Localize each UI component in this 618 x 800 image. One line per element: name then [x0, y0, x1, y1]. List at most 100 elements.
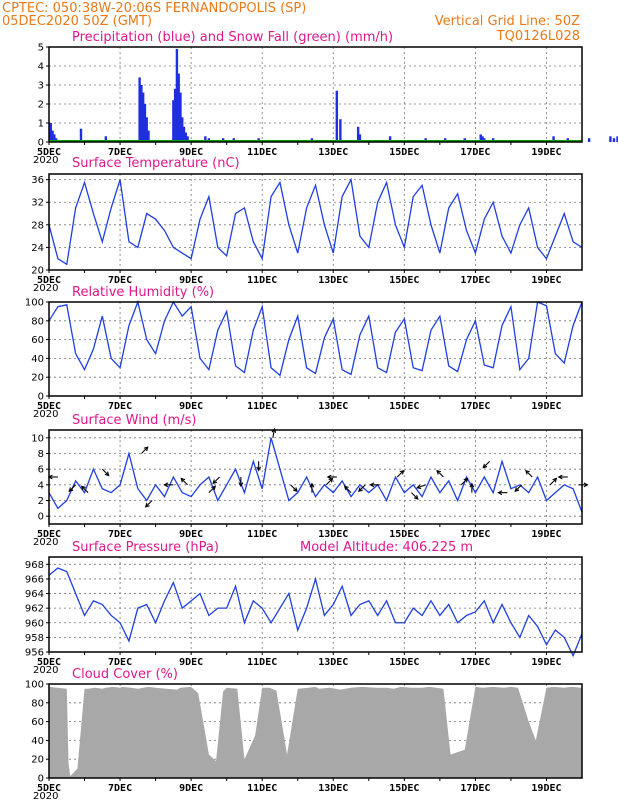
- rh-xtick-label: 9DEC: [179, 401, 203, 412]
- pres-xtick-label: 17DEC: [460, 657, 490, 668]
- wind-ytick-label: 10: [31, 433, 44, 444]
- wind-arrow: [557, 474, 568, 480]
- rh-xtick-label: 7DEC: [108, 401, 132, 412]
- header-run-date: 05DEC2020 50Z (GMT): [2, 14, 152, 29]
- wind-arrow: [238, 477, 244, 488]
- header-grid-line: Vertical Grid Line: 50Z: [435, 14, 580, 29]
- temp-frame: [48, 173, 583, 271]
- wind-arrow: [578, 482, 589, 488]
- temp-xtick-label: 7DEC: [108, 275, 132, 286]
- wind-arrow-head: [143, 446, 149, 452]
- wind-arrow-head: [212, 479, 218, 485]
- pres-ytick-label: 956: [25, 648, 44, 659]
- cloud-xtick-label: 19DEC: [531, 783, 561, 794]
- wind-arrow-head: [256, 466, 262, 472]
- pres-xtick-label: 7DEC: [108, 657, 132, 668]
- wind-arrow-head: [552, 477, 558, 483]
- rh-ytick-label: 100: [25, 298, 44, 309]
- wind-arrow: [80, 485, 89, 494]
- pressure-panel-title: Surface Pressure (hPa): [72, 540, 219, 555]
- wind-arrow: [514, 484, 522, 493]
- wind-arrow-head: [514, 487, 520, 493]
- wind-arrow-head: [358, 487, 363, 493]
- pres-frame: [48, 556, 583, 653]
- rh-xtick-label: 15DEC: [389, 401, 419, 412]
- precip-ytick-label: 1: [38, 119, 44, 130]
- precip-bar: [339, 119, 342, 142]
- precip-bar: [481, 136, 484, 142]
- header-location: CPTEC: 050:38W-20:06S FERNANDOPOLIS (SP): [2, 1, 306, 16]
- temp-xtick-label: 5DEC: [37, 275, 61, 286]
- precip-xtick-label: 15DEC: [389, 147, 419, 158]
- precip-bar: [356, 126, 360, 142]
- cloud-panel-title: Cloud Cover (%): [72, 667, 178, 682]
- wind-arrow: [358, 484, 366, 493]
- precip-xtick-label: 7DEC: [108, 147, 132, 158]
- wind-xtick-label: 19DEC: [531, 529, 561, 540]
- precip-bar: [479, 134, 482, 142]
- wind-arrow: [369, 482, 380, 488]
- precip-bar: [358, 134, 362, 142]
- wind-arrow-head: [271, 427, 277, 433]
- wind-arrow-head: [497, 490, 503, 496]
- wind-xtick-label: 5DEC: [37, 529, 61, 540]
- cloud-xtick-label: 5DEC: [37, 783, 61, 794]
- rh-xtick-label: 13DEC: [318, 401, 348, 412]
- rh-ytick-label: 40: [31, 354, 44, 365]
- rh-xtick-label: 5DEC: [37, 401, 61, 412]
- precip-bar: [612, 138, 616, 142]
- pres-series-line: [48, 567, 583, 658]
- wind-arrow-head: [211, 485, 217, 491]
- wind-arrow: [212, 476, 220, 485]
- precip-bar: [104, 136, 108, 142]
- precip-bar: [138, 77, 141, 142]
- wind-arrow: [411, 492, 419, 500]
- precip-ytick-label: 0: [38, 138, 44, 149]
- wind-arrow: [469, 482, 475, 493]
- pres-panel: 956 958 960 962 964 966 968 5DEC 7DEC 9DEC 11DEC 13…: [25, 556, 583, 676]
- wind-arrow-head: [416, 484, 422, 490]
- cloud-ytick-label: 60: [31, 717, 44, 728]
- pres-xtick-label: 11DEC: [247, 657, 277, 668]
- cloud-frame: [48, 683, 583, 779]
- wind-arrow: [309, 482, 315, 493]
- wind-ytick-label: 6: [38, 465, 44, 476]
- wind-arrow: [180, 477, 188, 486]
- wind-arrow: [460, 477, 469, 486]
- pres-xtick-label: 19DEC: [531, 657, 561, 668]
- wind-xtick-label: 9DEC: [179, 529, 203, 540]
- wind-arrow-head: [436, 469, 442, 475]
- temp-xtick-label: 17DEC: [460, 275, 490, 286]
- pres-ytick-label: 958: [25, 633, 44, 644]
- cloud-xtick-label: 7DEC: [108, 783, 132, 794]
- precip-bar: [552, 136, 555, 142]
- wind-arrow-head: [343, 485, 349, 491]
- wind-arrow: [326, 474, 337, 480]
- pres-ytick-label: 964: [25, 589, 44, 600]
- pres-ytick-label: 962: [25, 604, 44, 615]
- wind-arrow: [163, 482, 174, 488]
- precip-bar: [172, 100, 175, 142]
- header-model-code: TQ0126L028: [496, 29, 580, 44]
- temp-ytick-label: 32: [31, 198, 44, 209]
- rh-xtick-label: 17DEC: [460, 401, 490, 412]
- precip-bar: [179, 92, 182, 142]
- wind-arrow-head: [80, 485, 86, 491]
- precip-panel: 0 1 2 3 4 5 5DEC 7DEC 9DEC 11DEC 13DEC 15DEC 17DEC 19…: [33, 43, 618, 166]
- wind-arrow: [290, 484, 298, 493]
- wind-arrow-head: [399, 469, 405, 475]
- precip-bar: [143, 104, 147, 142]
- temp-xtick-label: 13DEC: [318, 275, 348, 286]
- cloud-xtick-label: 9DEC: [179, 783, 203, 794]
- wind-arrow-shaft: [358, 484, 366, 492]
- wind-arrow-shaft: [325, 478, 333, 486]
- precip-bar: [145, 117, 148, 142]
- temp-ytick-label: 28: [31, 220, 44, 231]
- cloud-cover-area: [49, 686, 582, 778]
- precip-xtick-label: 5DEC: [37, 147, 61, 158]
- wind-arrow-head: [180, 477, 186, 483]
- cloud-year-stub: 2020: [33, 791, 58, 800]
- cloud-ytick-label: 20: [31, 755, 44, 766]
- precip-bar: [51, 130, 54, 142]
